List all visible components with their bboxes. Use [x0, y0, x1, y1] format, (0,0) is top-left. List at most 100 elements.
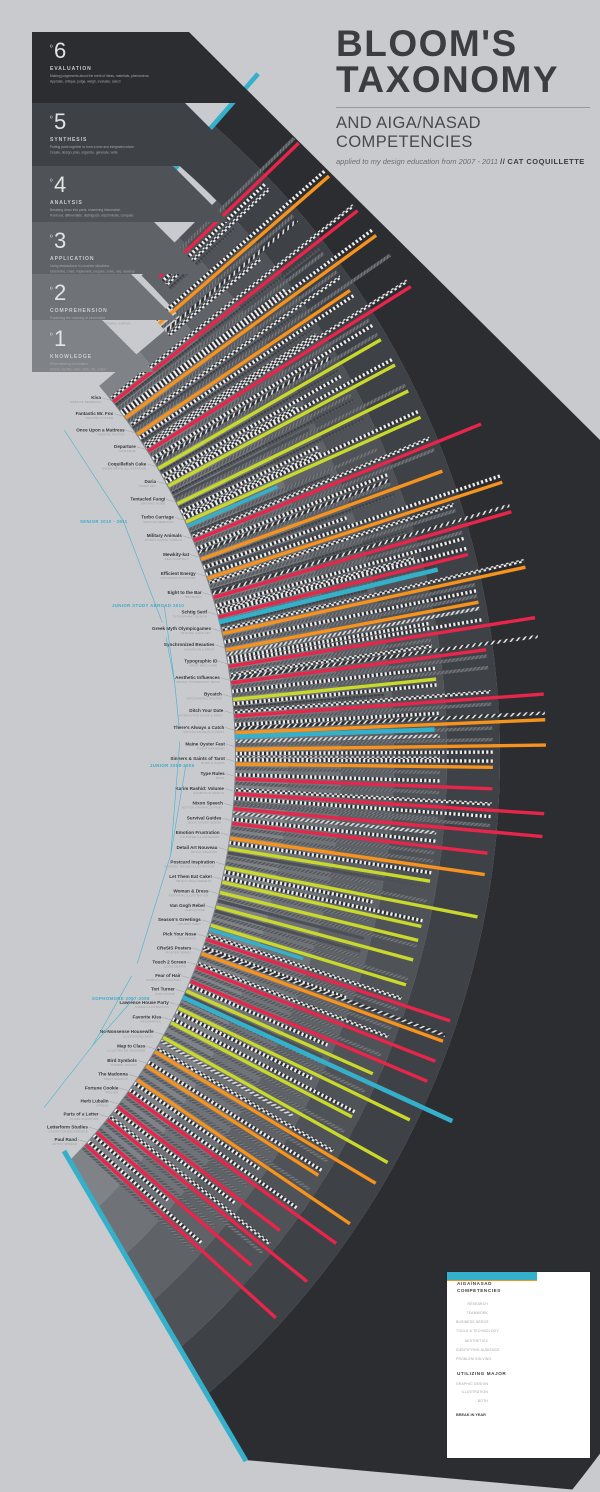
competency-bar: [209, 508, 457, 589]
level-description: Remembering information: [50, 362, 88, 366]
competency-bar: [120, 288, 286, 414]
label-leader-line: [202, 592, 212, 596]
project-name: Efficient Energy: [161, 571, 196, 576]
project-name: Herb Lubalin: [81, 1099, 109, 1104]
project-name: Greek Myth Olympicgames: [152, 626, 211, 631]
major-bar: [205, 937, 451, 1023]
competency-bar: [138, 1074, 311, 1191]
competency-bar: [147, 1060, 323, 1172]
label-leader-line: [224, 710, 233, 714]
legend-major-row: ILLUSTRATION: [447, 1272, 581, 1394]
project-subtitle: 3-D PAPER ILLUSTRATION: [180, 835, 220, 839]
major-bar: [230, 648, 487, 685]
competency-bar: [201, 493, 396, 566]
project-name: Woman & Dress: [173, 888, 209, 893]
label-leader-line: [218, 661, 227, 664]
label-leader-line: [197, 933, 206, 937]
competency-bar: [179, 1002, 366, 1094]
project-subtitle: TRADING CARD SET: [180, 631, 211, 635]
project-name: Let Them Eat Cake!: [169, 874, 212, 879]
project-subtitle: CARICATURE: [155, 992, 175, 996]
competency-bar: [183, 410, 419, 520]
project-name: Aesthetic Influences: [175, 675, 220, 680]
competency-bar: [87, 1140, 203, 1244]
project-subtitle: BRANDING: [185, 595, 201, 599]
project-subtitle: LOGO DESIGN: [164, 964, 186, 968]
project-name: Kiva: [91, 395, 101, 400]
project-subtitle: ANIMATION & PRINT: [184, 647, 215, 651]
major-bar: [185, 989, 374, 1076]
project-name: Sinners & Saints of Tarot: [170, 756, 225, 761]
project-subtitle: SELF PORTRAIT: [165, 557, 190, 561]
project-subtitle: STAMP SET: [139, 484, 156, 488]
competency-bar: [173, 427, 310, 499]
legend-competency-label: IDENTIFYING AUDIENCE: [456, 1347, 500, 1352]
project-subtitle: SYMBOL DESIGN: [111, 1063, 137, 1067]
project-subtitle: MAGAZINE: [120, 449, 136, 453]
competency-bar: [235, 734, 440, 744]
label-leader-line: [220, 832, 230, 836]
label-leader-line: [154, 1031, 164, 1035]
competency-bar: [164, 219, 299, 333]
project-subtitle: ROBOT ANIMAL COMICS: [145, 538, 182, 542]
competency-bar: [154, 136, 296, 275]
legend-break-row: BREAK IN YEAR: [447, 1272, 590, 1417]
label-leader-line: [101, 397, 111, 401]
project-subtitle: EDITORIAL ILLUSTRATION: [169, 894, 209, 898]
project-subtitle: ILLUSTRATED BOOK: [123, 1034, 154, 1038]
legend-competency-label: TOOLS & TECHNOLOGY: [456, 1329, 499, 1334]
competency-bar: [214, 530, 463, 604]
competency-bar: [233, 802, 491, 828]
competency-bar: [224, 589, 477, 644]
competency-bar: [119, 1101, 243, 1196]
major-bar: [225, 600, 479, 652]
project-name: Mewkity-kat: [163, 552, 190, 557]
competency-bar: [204, 521, 349, 574]
competency-bar: [129, 275, 342, 427]
title-divider: [336, 106, 590, 108]
competency-bar: [235, 750, 493, 756]
label-leader-line: [222, 817, 232, 821]
competency-bar: [235, 781, 440, 795]
major-bar: [145, 1064, 320, 1177]
legend-title-line1: AIGA/NASAD: [457, 1281, 493, 1286]
competency-bar: [233, 693, 385, 710]
poster-title-block: BLOOM'S TAXONOMY AND AIGA/NASAD COMPETEN…: [336, 25, 590, 166]
competency-bar: [226, 606, 480, 656]
competency-bar: [183, 993, 323, 1059]
competency-bar: [98, 1127, 216, 1229]
competency-bar: [143, 333, 317, 447]
bloom-band-4: [32, 166, 229, 222]
bloom-band-6: [32, 32, 260, 103]
major-bar: [112, 209, 359, 404]
competency-bar: [226, 855, 377, 886]
competency-bar: [227, 621, 429, 661]
competency-bar: [151, 1054, 328, 1163]
project-subtitle: OBJECT REQUIREMENT: [176, 879, 212, 883]
year-bracket: [136, 741, 181, 964]
competency-bar: [180, 445, 319, 514]
tagline-text: applied to my design education from 2007…: [336, 156, 499, 166]
major-bar: [136, 1078, 351, 1226]
project-name: Type Rules: [201, 771, 226, 776]
major-bar: [232, 677, 437, 702]
tagline: applied to my design education from 2007…: [336, 157, 590, 166]
major-bar: [233, 807, 543, 839]
level-degree-mark: º: [50, 235, 53, 242]
level-name: APPLICATION: [50, 256, 95, 262]
year-break-line: [234, 727, 435, 739]
competency-bar: [217, 899, 365, 941]
competency-bar: [122, 228, 374, 416]
legend-competency-label: RESEARCH: [467, 1301, 488, 1306]
bloom-band-3: [32, 222, 206, 274]
major-bar: [136, 288, 351, 436]
major-bar: [176, 389, 409, 506]
competency-bar: [232, 665, 489, 697]
bloom-band-5: [32, 103, 248, 166]
competency-bar: [198, 482, 392, 557]
legend-competency-label: AESTHETICS: [464, 1338, 488, 1343]
legend-competency-list: RESEARCH TEAMWORK BUSINESS NEEDS TOOLS & TE…: [447, 1272, 590, 1361]
label-leader-line: [169, 1002, 179, 1006]
level-name: SYNTHESIS: [50, 137, 87, 143]
project-subtitle: INFOGRAPHIC: [140, 1020, 162, 1024]
